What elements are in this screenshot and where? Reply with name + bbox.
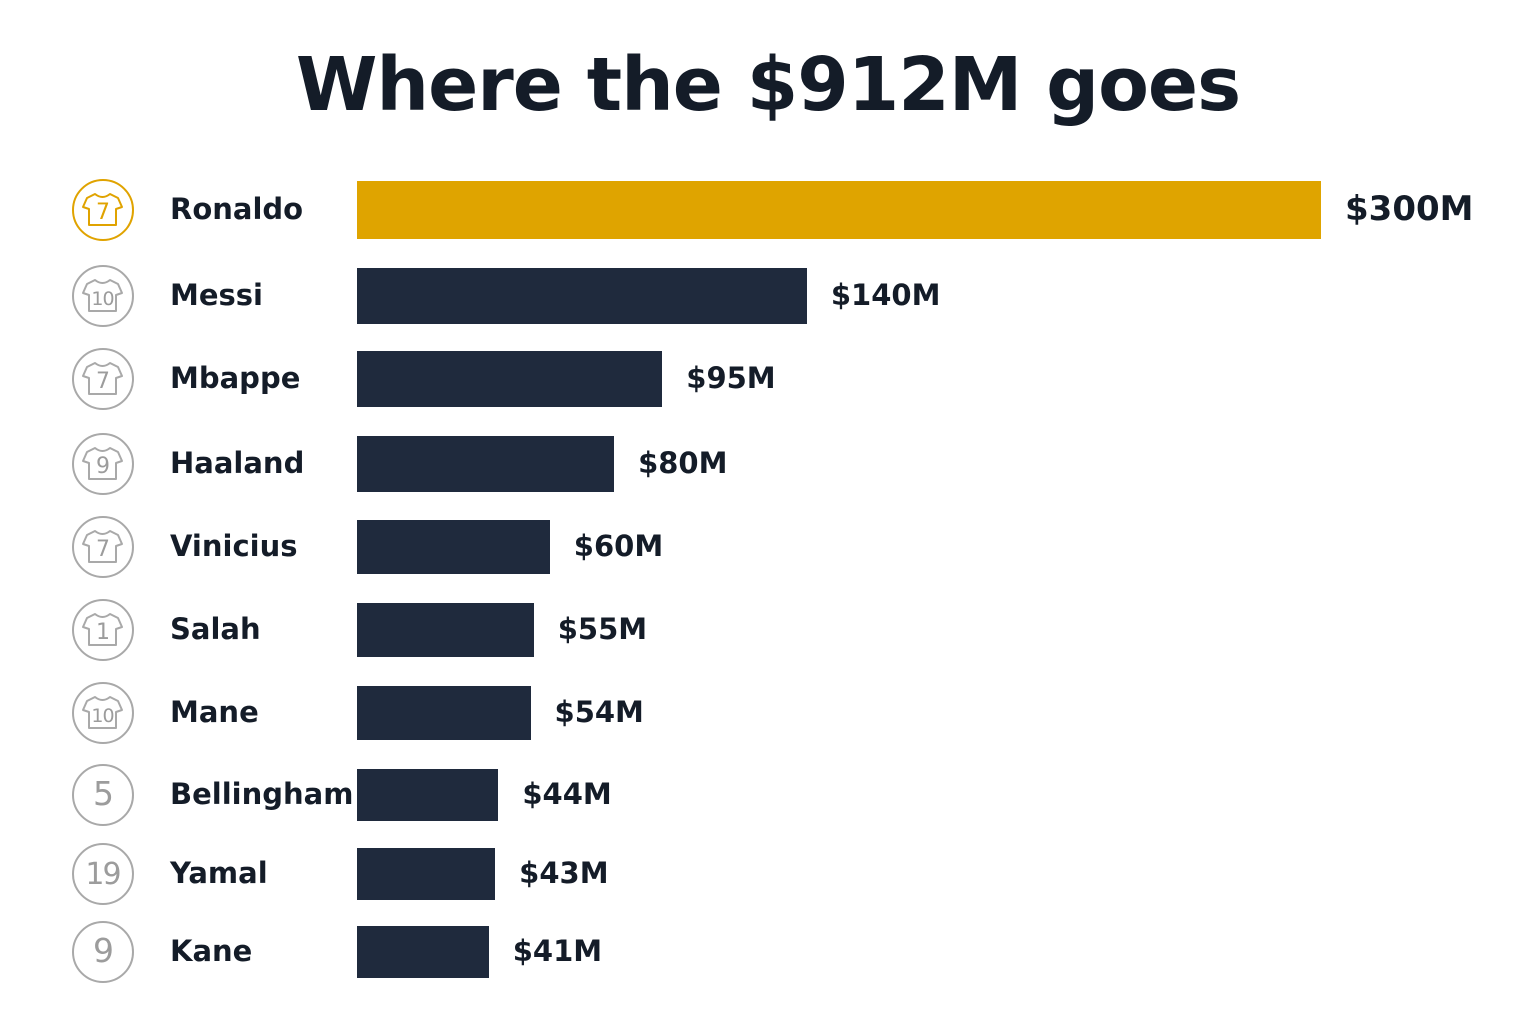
category-label: Yamal bbox=[170, 856, 268, 890]
jersey-shirt-icon: 10 bbox=[82, 279, 123, 312]
jersey-badge: 9 bbox=[72, 433, 134, 495]
svg-text:9: 9 bbox=[93, 931, 112, 970]
jersey-number-icon: 5 bbox=[93, 774, 114, 813]
data-label: $60M bbox=[573, 529, 664, 563]
svg-text:7: 7 bbox=[96, 200, 109, 225]
category-label: Mane bbox=[170, 695, 259, 729]
bar bbox=[357, 926, 489, 978]
jersey-badge: 5 bbox=[72, 764, 134, 826]
svg-text:19: 19 bbox=[85, 857, 119, 892]
jersey-shirt-icon: 7 bbox=[82, 530, 123, 563]
category-label: Kane bbox=[170, 934, 253, 968]
category-label: Vinicius bbox=[170, 529, 298, 563]
category-label: Bellingham bbox=[170, 777, 354, 811]
svg-text:7: 7 bbox=[96, 369, 109, 394]
jersey-number-icon: 9 bbox=[93, 931, 114, 970]
category-label: Messi bbox=[170, 278, 263, 312]
bar bbox=[357, 520, 550, 574]
data-label: $41M bbox=[512, 934, 603, 968]
bar bbox=[357, 848, 496, 900]
data-label: $140M bbox=[830, 278, 941, 312]
jersey-badge: 10 bbox=[72, 265, 134, 327]
category-label: Mbappe bbox=[170, 361, 301, 395]
data-label: $44M bbox=[522, 777, 612, 811]
svg-text:5: 5 bbox=[93, 774, 112, 813]
jersey-badge: 7 bbox=[72, 516, 134, 578]
bar bbox=[357, 769, 499, 821]
svg-text:7: 7 bbox=[96, 537, 109, 562]
category-label: Salah bbox=[170, 612, 261, 646]
jersey-shirt-icon: 7 bbox=[82, 362, 123, 395]
jersey-shirt-icon: 10 bbox=[82, 696, 123, 729]
jersey-badge: 7 bbox=[72, 179, 134, 241]
category-label: Ronaldo bbox=[170, 192, 304, 226]
chart-title: Where the $912M goes bbox=[295, 42, 1241, 128]
jersey-shirt-icon: 9 bbox=[82, 447, 123, 480]
svg-text:10: 10 bbox=[91, 705, 113, 727]
data-label: $80M bbox=[638, 446, 728, 480]
svg-text:10: 10 bbox=[91, 288, 113, 310]
data-label: $95M bbox=[686, 361, 776, 395]
jersey-badge: 9 bbox=[72, 921, 134, 983]
data-label: $43M bbox=[519, 856, 609, 890]
jersey-shirt-icon: 7 bbox=[82, 193, 123, 226]
bar bbox=[357, 436, 615, 492]
jersey-shirt-icon: 1 bbox=[82, 613, 123, 646]
data-label: $54M bbox=[554, 695, 644, 729]
bar bbox=[357, 603, 534, 657]
svg-text:1: 1 bbox=[96, 620, 109, 645]
data-label: $300M bbox=[1345, 189, 1474, 229]
jersey-number-icon: 19 bbox=[85, 857, 121, 892]
category-label: Haaland bbox=[170, 446, 305, 480]
jersey-badge: 19 bbox=[72, 843, 134, 905]
bar bbox=[357, 268, 807, 324]
svg-text:9: 9 bbox=[96, 454, 109, 479]
bar bbox=[357, 181, 1321, 239]
jersey-badge: 1 bbox=[72, 599, 134, 661]
jersey-badge: 10 bbox=[72, 682, 134, 744]
jersey-badge: 7 bbox=[72, 348, 134, 410]
bar bbox=[357, 686, 531, 740]
data-label: $55M bbox=[557, 612, 648, 646]
bar bbox=[357, 351, 663, 407]
